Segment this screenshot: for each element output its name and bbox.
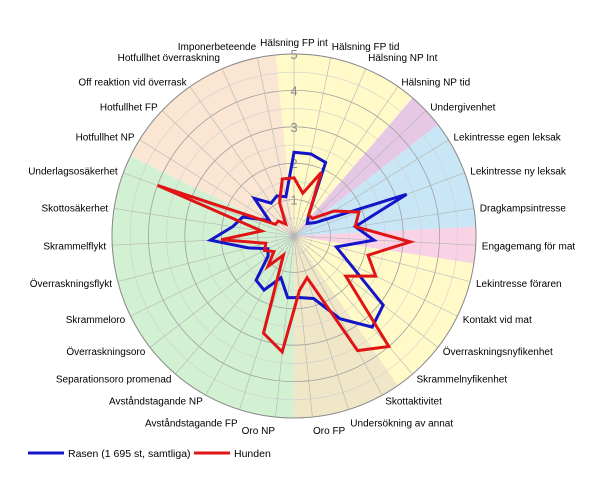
r-tick-label-2: 2	[290, 156, 297, 171]
spoke-30	[257, 57, 295, 237]
category-label-27: Hotfullhet FP	[100, 103, 158, 114]
category-label-23: Skrammelflykt	[43, 242, 106, 253]
category-label-29: Hotfullhet överraskning	[118, 53, 220, 64]
spoke-11	[293, 235, 439, 348]
legend-label-1: Hunden	[234, 448, 271, 460]
category-label-9: Lekintresse föraren	[476, 279, 562, 290]
category-label-17: Avståndstagande FP	[145, 417, 238, 429]
r-tick-label-5: 5	[290, 47, 297, 62]
spoke-23	[112, 235, 295, 246]
spoke-18	[205, 235, 295, 396]
spoke-2	[293, 68, 367, 237]
category-label-7: Dragkampsintresse	[480, 204, 567, 215]
category-label-26: Hotfullhet NP	[76, 133, 135, 144]
category-label-30: Imponerbeteende	[178, 42, 257, 53]
category-label-0: Hälsning FP int	[260, 38, 328, 49]
sector-6	[112, 155, 294, 418]
outer-ring	[111, 53, 477, 419]
sector-4	[294, 236, 474, 386]
series-lines	[156, 150, 416, 355]
legend: Rasen (1 695 st, samtliga) Hunden	[28, 448, 271, 460]
category-label-25: Underlagsosäkerhet	[28, 167, 118, 178]
r-tick-label-1: 1	[290, 193, 297, 208]
spoke-19	[175, 235, 295, 375]
category-label-4: Undergivenhet	[430, 103, 495, 114]
category-label-12: Skrammelnyfikenhet	[417, 375, 508, 386]
category-label-3: Hälsning NP tid	[401, 78, 470, 89]
radial-tick-labels: 1 2 3 4 5	[290, 47, 297, 208]
spoke-20	[149, 235, 295, 348]
r-tick-label-4: 4	[290, 83, 297, 98]
spoke-28	[189, 86, 295, 237]
category-label-19: Separationsoro promenad	[56, 375, 172, 386]
spoke-7	[293, 208, 474, 237]
category-label-22: Överraskningsflykt	[30, 278, 112, 290]
sector-0	[275, 54, 413, 237]
spoke-4	[293, 110, 427, 237]
spoke-9	[293, 235, 471, 282]
category-label-20: Överraskningsoro	[66, 346, 145, 358]
sector-7	[130, 54, 294, 237]
sector-2	[294, 124, 476, 236]
category-label-13: Skottaktivitet	[385, 396, 442, 407]
sector-3	[294, 226, 477, 264]
category-label-24: Skottosäkerhet	[41, 204, 108, 215]
spoke-6	[293, 172, 465, 237]
grid	[111, 53, 477, 419]
category-label-15: Oro FP	[313, 426, 346, 437]
category-label-28: Off reaktion vid överrask	[78, 78, 187, 89]
spoke-8	[293, 235, 476, 246]
category-label-14: Undersökning av annat	[350, 418, 453, 429]
category-label-10: Kontakt vid mat	[463, 315, 532, 326]
category-label-21: Skrammeloro	[66, 315, 126, 326]
category-label-6: Lekintresse ny leksak	[470, 167, 567, 178]
category-label-11: Överraskningsnyfikenhet	[443, 346, 553, 358]
spoke-16	[275, 235, 295, 418]
spoke-1	[293, 57, 331, 237]
series-line-1	[156, 171, 416, 355]
sector-5	[294, 236, 398, 418]
spoke-12	[293, 235, 413, 375]
spoke-27	[161, 110, 295, 237]
spoke-25	[123, 172, 295, 237]
spoke-15	[293, 235, 313, 418]
r-tick-label-3: 3	[290, 120, 297, 135]
category-label-1: Hälsning FP tid	[332, 42, 400, 53]
spoke-14	[293, 235, 349, 410]
legend-label-0: Rasen (1 695 st, samtliga)	[68, 448, 191, 460]
category-label-5: Lekintresse egen leksak	[454, 133, 562, 144]
category-label-18: Avståndstagande NP	[109, 395, 203, 407]
category-label-2: Hälsning NP Int	[368, 53, 438, 64]
category-label-8: Engagemang för mat	[482, 242, 576, 253]
category-label-16: Oro NP	[242, 426, 276, 437]
